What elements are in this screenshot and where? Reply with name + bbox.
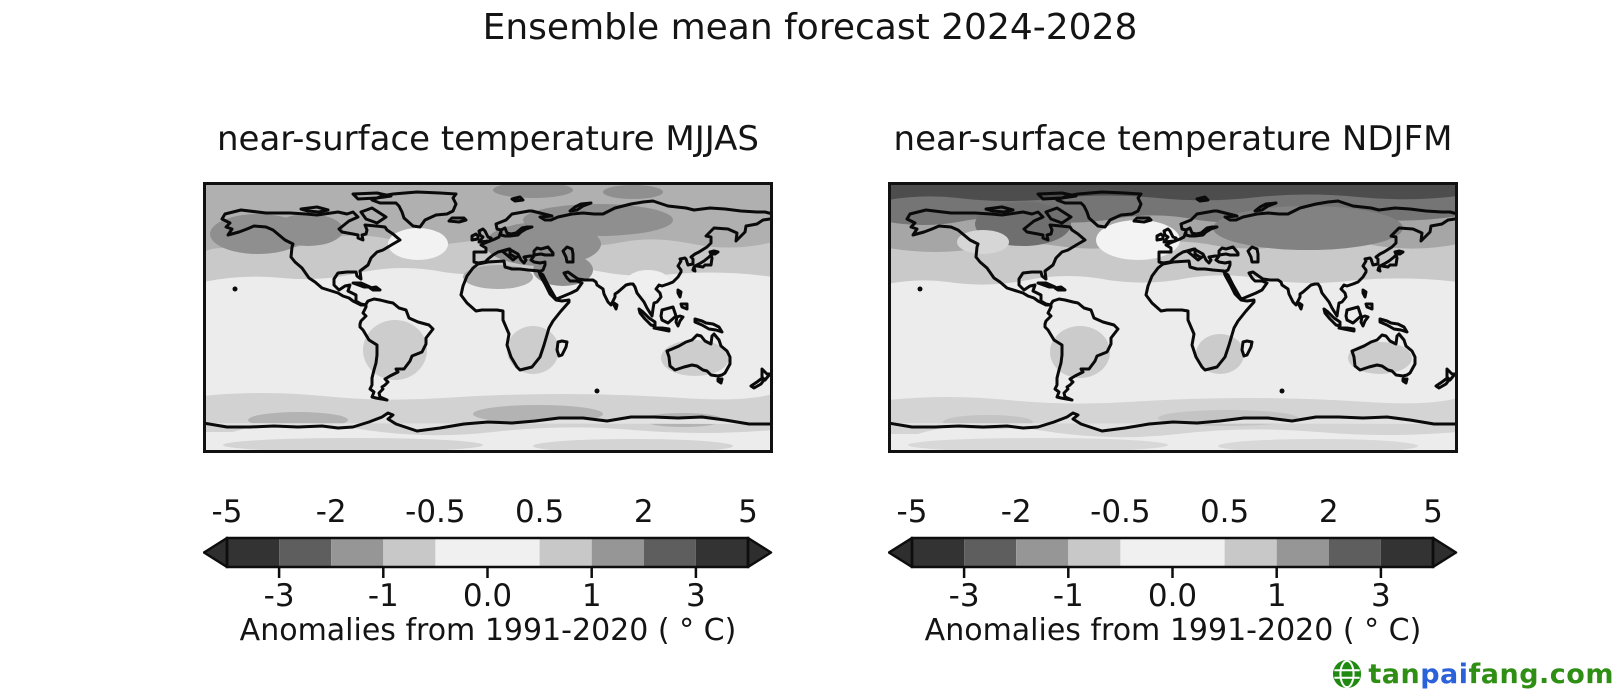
- colorbar-tick-top: -5: [896, 494, 928, 530]
- colorbar-mjjas: -5 -2 -0.5 0.5 2 5 -3 -1 0.0 1 3: [203, 494, 773, 614]
- figure-title: Ensemble mean forecast 2024-2028: [482, 7, 1138, 48]
- panel-ndjfm: near-surface temperature NDJFM -5 -2 -0.5 0…: [888, 0, 1458, 694]
- colorbar-tick-top: 0.5: [1199, 494, 1250, 530]
- watermark-text-part: fang.com: [1468, 658, 1614, 690]
- watermark-globe-icon: [1333, 659, 1362, 689]
- map-border: [203, 182, 773, 453]
- colorbar-bar: [888, 536, 1458, 578]
- colorbar-tick-top: 0.5: [514, 494, 565, 530]
- colorbar-tick-bottom: 1: [581, 578, 602, 614]
- watermark-text-part: tan: [1368, 658, 1421, 690]
- colorbar-label-ndjfm: Anomalies from 1991-2020 ( ° C): [924, 613, 1422, 648]
- watermark-text: tanpaifang.com: [1368, 659, 1614, 690]
- map-ndjfm: [888, 182, 1458, 453]
- world-map-ndjfm: [888, 182, 1458, 453]
- colorbar-tick-top: 5: [1423, 494, 1443, 530]
- colorbar-tick-bottom: 1: [1266, 578, 1287, 614]
- colorbar-tick-top: -5: [211, 494, 243, 530]
- colorbar-tick-top: -0.5: [1090, 494, 1151, 530]
- panel-title-ndjfm: near-surface temperature NDJFM: [893, 119, 1453, 159]
- colorbar-tick-top: 5: [738, 494, 758, 530]
- colorbar-tick-top: 2: [633, 494, 654, 530]
- colorbar-tick-top: 2: [1318, 494, 1339, 530]
- colorbar-tick-bottom: 3: [1371, 578, 1391, 614]
- map-mjjas: [203, 182, 773, 453]
- colorbar-label-mjjas: Anomalies from 1991-2020 ( ° C): [239, 613, 737, 648]
- map-border: [888, 182, 1458, 453]
- colorbar-tick-bottom: -3: [263, 578, 295, 614]
- colorbar-ndjfm: -5 -2 -0.5 0.5 2 5 -3 -1 0.0 1 3: [888, 494, 1458, 614]
- panel-mjjas: near-surface temperature MJJAS: [203, 0, 773, 694]
- colorbar-tick-bottom: 0.0: [462, 578, 513, 614]
- world-map-mjjas: [203, 182, 773, 453]
- colorbar-tick-top: -2: [1000, 494, 1032, 530]
- colorbar-tick-bottom: 3: [686, 578, 706, 614]
- colorbar-tick-top: -2: [315, 494, 347, 530]
- colorbar-tick-bottom: -3: [948, 578, 980, 614]
- watermark-text-part: pai: [1420, 658, 1469, 690]
- watermark: tanpaifang.com: [1332, 658, 1614, 690]
- colorbar-tick-bottom: -1: [367, 578, 399, 614]
- colorbar-bar: [203, 536, 773, 578]
- colorbar-tick-top: -0.5: [405, 494, 466, 530]
- panel-title-mjjas: near-surface temperature MJJAS: [217, 119, 759, 159]
- colorbar-tick-bottom: 0.0: [1147, 578, 1198, 614]
- colorbar-tick-bottom: -1: [1052, 578, 1084, 614]
